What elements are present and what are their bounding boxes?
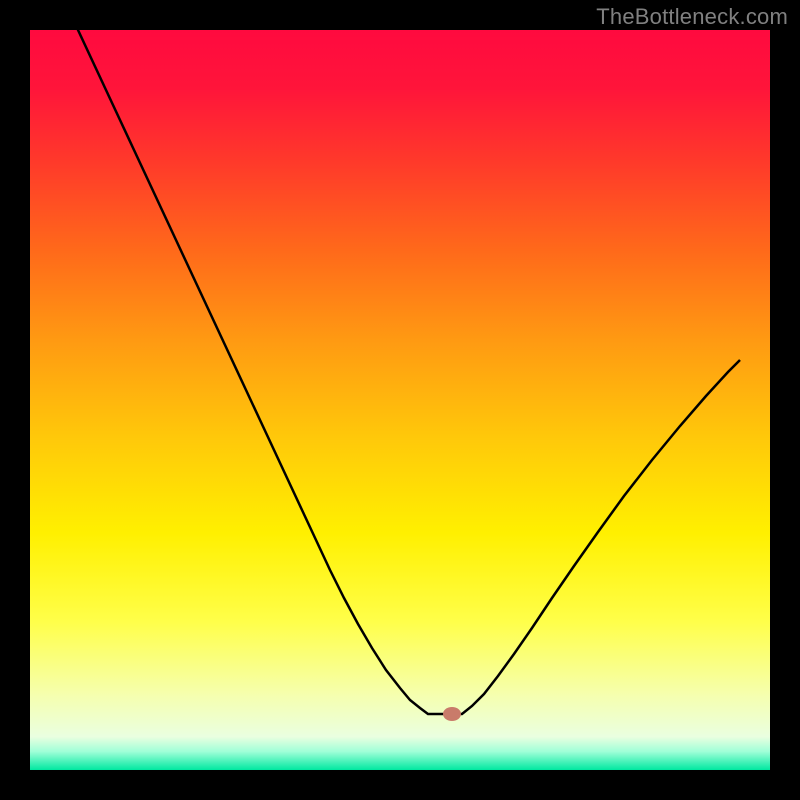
- bottleneck-chart: [30, 30, 770, 770]
- min-marker-dot: [443, 707, 461, 721]
- plot-background: [30, 30, 770, 770]
- watermark-text: TheBottleneck.com: [596, 4, 788, 30]
